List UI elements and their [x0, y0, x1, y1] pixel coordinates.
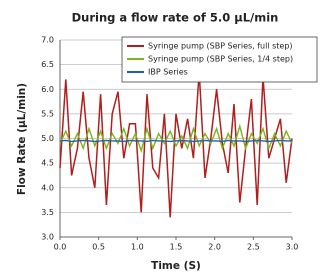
legend-label: IBP Series	[148, 68, 188, 77]
x-tick-label: 1.5	[170, 243, 183, 252]
legend-label: Syringe pump (SBP Series, 1/4 step)	[148, 55, 293, 64]
y-tick-label: 6.0	[41, 85, 54, 94]
x-tick-label: 2.0	[208, 243, 221, 252]
series-line	[59, 123, 293, 154]
x-tick-label: 0.0	[54, 243, 67, 252]
x-axis-label: Time (S)	[151, 260, 201, 272]
legend-box	[121, 36, 318, 83]
chart-title: During a flow rate of 5.0 µL/min	[72, 11, 279, 25]
legend-label: Syringe pump (SBP Series, full step)	[148, 42, 293, 51]
x-tick-label: 1.0	[131, 243, 144, 252]
series-line	[59, 139, 292, 143]
y-tick-label: 3.5	[41, 208, 54, 217]
y-tick-label: 4.5	[41, 159, 54, 168]
y-tick-label: 6.5	[41, 60, 54, 69]
y-axis-label: Flow Rate (µL/min)	[16, 83, 28, 195]
y-tick-label: 5.0	[41, 134, 54, 143]
y-tick-label: 4.0	[41, 183, 54, 192]
y-tick-label: 5.5	[41, 109, 54, 118]
x-tick-label: 2.5	[247, 243, 260, 252]
x-tick-label: 3.0	[286, 243, 299, 252]
y-tick-label: 3.0	[41, 233, 54, 242]
y-tick-label: 7.0	[41, 36, 54, 45]
series-line	[59, 71, 293, 218]
x-tick-label: 0.5	[92, 243, 105, 252]
